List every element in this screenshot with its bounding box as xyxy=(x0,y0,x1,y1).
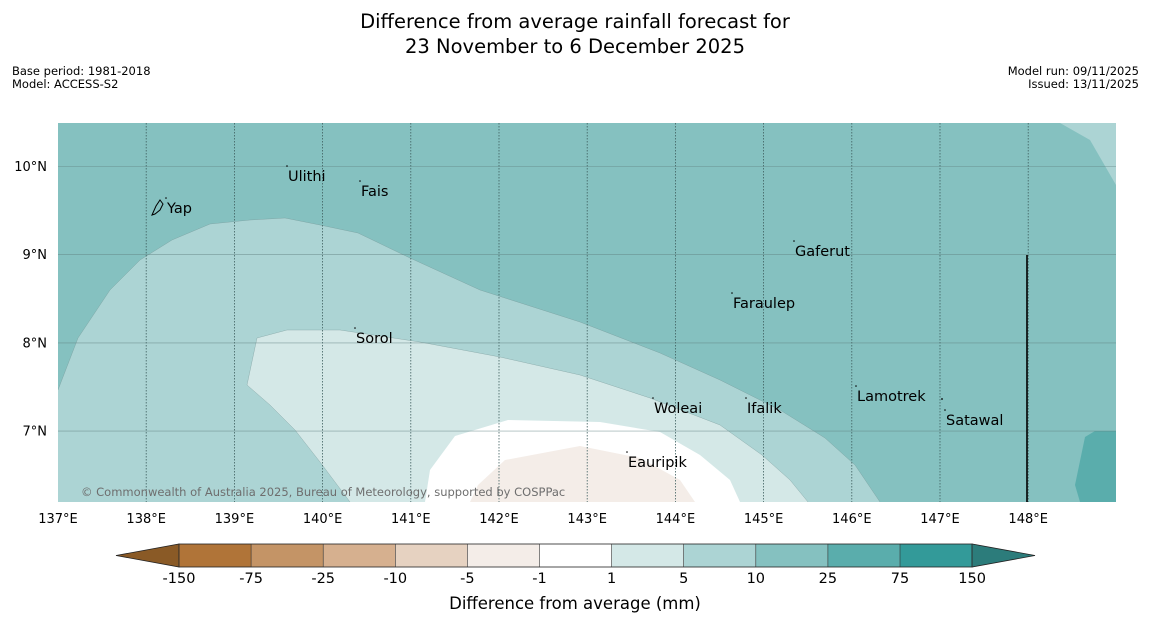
colorbar: -150 -75 -25 -10 -5 -1 1 5 10 25 75 150 xyxy=(115,543,1036,587)
colorbar-tick: 5 xyxy=(679,571,688,587)
lon-label-146-e: 146°E xyxy=(832,512,872,527)
colorbar-segment xyxy=(755,544,829,567)
colorbar-tick: -75 xyxy=(239,571,263,587)
place-label-gaferut: Gaferut xyxy=(795,244,850,260)
lon-label-144-e: 144°E xyxy=(656,512,696,527)
lon-label-140-e: 140°E xyxy=(303,512,343,527)
lat-label-10-n: 10°N xyxy=(14,160,47,175)
yap-coastline xyxy=(151,199,164,216)
lat-label-8-n: 8°N xyxy=(23,336,48,351)
meta-right: Model run: 09/11/2025 Issued: 13/11/2025 xyxy=(1008,65,1139,91)
model-run: Model run: 09/11/2025 xyxy=(1007,64,1139,78)
colorbar-tick: 10 xyxy=(747,571,765,587)
lat-label-7-n: 7°N xyxy=(23,425,48,440)
contour-25-75 xyxy=(1075,431,1116,502)
title-line-2: 23 November to 6 December 2025 xyxy=(405,35,745,58)
island-marker xyxy=(941,398,943,400)
place-label-sorol: Sorol xyxy=(356,331,393,347)
lon-label-143-e: 143°E xyxy=(567,512,607,527)
colorbar-tick: 150 xyxy=(958,571,986,587)
colorbar-segment xyxy=(179,544,252,567)
lon-label-142-e: 142°E xyxy=(479,512,519,527)
colorbar-tick: -1 xyxy=(532,571,546,587)
colorbar-tick: -10 xyxy=(383,571,407,587)
place-labels: Yap Ulithi Fais Sorol Gaferut Faraulep Woleai I… xyxy=(165,165,1003,471)
place-marker-woleai xyxy=(652,397,654,399)
place-label-ulithi: Ulithi xyxy=(288,169,326,185)
place-label-ifalik: Ifalik xyxy=(747,401,782,417)
contour-minus5-minus1 xyxy=(470,446,695,502)
place-marker-ifalik xyxy=(745,397,747,399)
meta-left: Base period: 1981-2018 Model: ACCESS-S2 xyxy=(12,65,151,91)
colorbar-segment xyxy=(611,544,685,567)
place-label-yap: Yap xyxy=(166,201,192,217)
place-marker-sorol xyxy=(354,327,356,329)
colorbar-segment xyxy=(323,544,396,567)
place-label-eauripik: Eauripik xyxy=(628,455,687,471)
place-marker-eauripik xyxy=(626,451,628,453)
latitude-labels: 10°N 9°N 8°N 7°N xyxy=(14,160,47,440)
lon-label-148-e: 148°E xyxy=(1008,512,1048,527)
colorbar-tick: 1 xyxy=(607,571,616,587)
lat-label-9-n: 9°N xyxy=(23,248,48,263)
colorbar-segment xyxy=(539,544,613,567)
colorbar-tick: 75 xyxy=(891,571,909,587)
colorbar-extend-high xyxy=(971,543,1036,568)
place-label-lamotrek: Lamotrek xyxy=(857,389,926,405)
contour-lines xyxy=(58,217,881,502)
colorbar-tick: -25 xyxy=(311,571,335,587)
place-marker-ulithi xyxy=(286,165,288,167)
map-title: Difference from average rainfall forecas… xyxy=(0,9,1150,59)
lon-label-147-e: 147°E xyxy=(920,512,960,527)
colorbar-tick: -150 xyxy=(163,571,196,587)
contour-5-10-northeast xyxy=(1060,123,1116,185)
place-marker-gaferut xyxy=(793,240,795,242)
colorbar-tick: 25 xyxy=(819,571,837,587)
colorbar-segment xyxy=(900,544,973,567)
colorbar-segment xyxy=(683,544,757,567)
lon-label-137-e: 137°E xyxy=(38,512,78,527)
colorbar-segment xyxy=(467,544,540,567)
place-marker-fais xyxy=(359,180,361,182)
place-marker-lamotrek xyxy=(855,385,857,387)
place-label-woleai: Woleai xyxy=(654,401,702,417)
place-marker-satawal xyxy=(944,409,946,411)
copyright-text: © Commonwealth of Australia 2025, Bureau… xyxy=(81,485,565,499)
graticule xyxy=(58,123,1116,502)
lon-label-141-e: 141°E xyxy=(391,512,431,527)
lon-label-138-e: 138°E xyxy=(126,512,166,527)
lon-label-145-e: 145°E xyxy=(744,512,784,527)
issued-date: Issued: 13/11/2025 xyxy=(1028,77,1139,91)
model-name: Model: ACCESS-S2 xyxy=(12,77,119,91)
colorbar-extend-low xyxy=(115,543,180,568)
place-label-satawal: Satawal xyxy=(946,413,1003,429)
place-marker-yap xyxy=(165,197,167,199)
place-marker-faraulep xyxy=(731,292,733,294)
colorbar-label: Difference from average (mm) xyxy=(449,594,701,613)
place-label-faraulep: Faraulep xyxy=(733,296,795,312)
colorbar-segment xyxy=(251,544,324,567)
colorbar-tick: -5 xyxy=(460,571,474,587)
longitude-labels: 137°E 138°E 139°E 140°E 141°E 142°E 143°E 144°E… xyxy=(38,512,1048,527)
base-period: Base period: 1981-2018 xyxy=(12,64,151,78)
place-label-fais: Fais xyxy=(361,184,388,200)
colorbar-segment xyxy=(827,544,901,567)
lon-label-139-e: 139°E xyxy=(215,512,255,527)
colorbar-segment xyxy=(395,544,468,567)
title-line-1: Difference from average rainfall forecas… xyxy=(360,10,790,33)
